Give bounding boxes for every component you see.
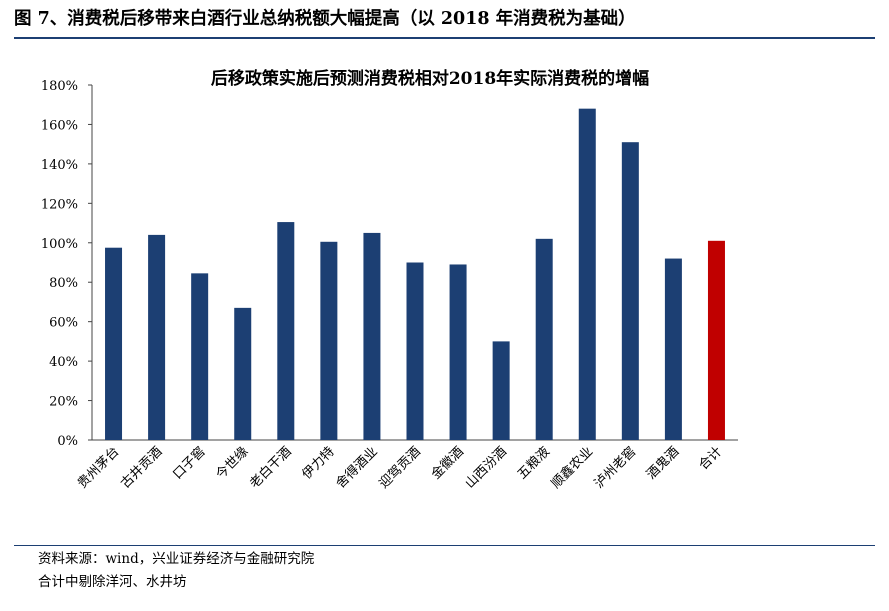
bar-14 (664, 258, 682, 440)
x-tick-label: 舍得酒业 (333, 444, 381, 492)
figure-title: 图 7、消费税后移带来白酒行业总纳税额大幅提高（以 2018 年消费税为基础） (14, 9, 636, 29)
y-tick-label: 80% (49, 276, 78, 291)
x-tick-label: 山西汾酒 (463, 444, 510, 491)
bar-6 (320, 241, 338, 440)
y-tick-label: 60% (49, 316, 78, 331)
bar-8 (406, 262, 424, 440)
y-tick-label: 0% (57, 434, 78, 449)
x-tick-label: 老白干酒 (247, 444, 295, 492)
bar-15 (707, 240, 725, 440)
y-tick-label: 140% (41, 158, 78, 173)
y-tick-label: 100% (41, 237, 78, 252)
bar-7 (363, 232, 381, 440)
x-tick-label: 合计 (696, 444, 725, 473)
x-tick-label: 贵州茅台 (75, 444, 122, 491)
x-tick-label: 伊力特 (300, 444, 338, 482)
bar-12 (578, 108, 596, 441)
bar-3 (191, 273, 209, 440)
y-tick-label: 20% (49, 395, 78, 410)
x-tick-label: 酒鬼酒 (643, 444, 682, 483)
bar-9 (449, 264, 467, 440)
footer-divider (14, 545, 875, 546)
x-tick-label: 口子窖 (170, 444, 209, 483)
bar-5 (277, 222, 295, 440)
bar-11 (535, 238, 553, 440)
y-tick-label: 120% (41, 197, 78, 212)
x-tick-label: 泸州老窖 (591, 444, 639, 492)
x-tick-label: 今世缘 (213, 444, 252, 483)
bar-4 (234, 307, 252, 440)
y-tick-label: 160% (41, 118, 78, 133)
x-tick-label: 金徽酒 (428, 444, 467, 483)
x-tick-label: 顺鑫农业 (548, 444, 596, 492)
y-tick-label: 180% (41, 79, 78, 94)
bar-chart: 后移政策实施后预测消费税相对2018年实际消费税的增幅 0% 20% 40% 60% 8… (41, 68, 738, 492)
x-tick-label: 迎驾贡酒 (376, 444, 423, 491)
bar-10 (492, 341, 510, 440)
x-tick-label: 古井贡酒 (118, 444, 165, 491)
bar-1 (105, 247, 123, 440)
chart-title: 后移政策实施后预测消费税相对2018年实际消费税的增幅 (211, 68, 649, 89)
bar-13 (621, 142, 639, 440)
y-tick-label: 40% (49, 355, 78, 370)
bar-2 (148, 234, 166, 440)
source-note: 资料来源：wind，兴业证券经济与金融研究院 (38, 551, 315, 567)
x-tick-label: 五粮液 (515, 444, 553, 482)
footnote: 合计中剔除洋河、水井坊 (38, 574, 187, 590)
header-divider (14, 37, 875, 39)
